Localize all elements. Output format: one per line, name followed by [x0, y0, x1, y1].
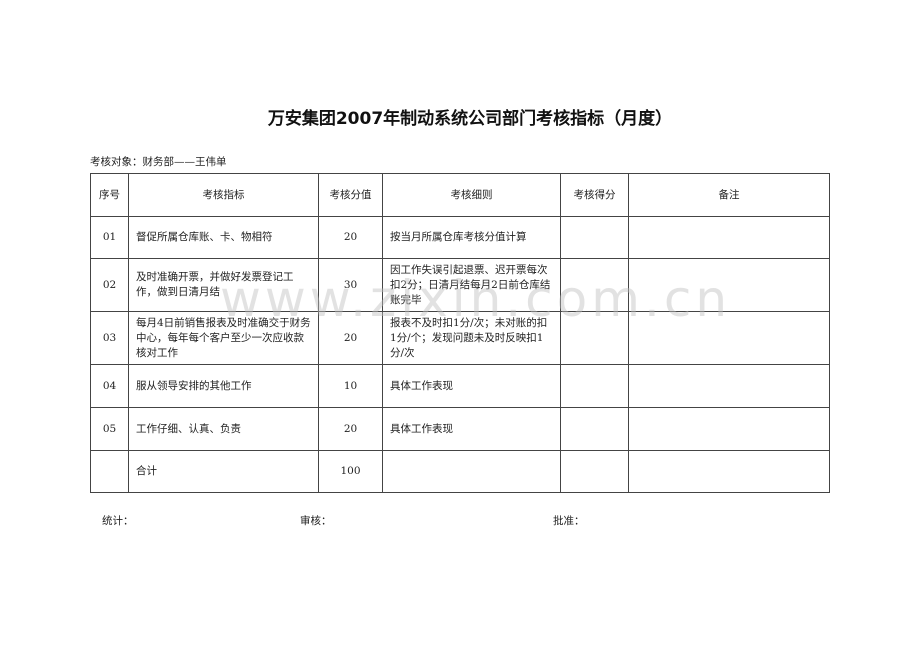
table-row: 03 每月4日前销售报表及时准确交于财务中心，每年每个客户至少一次应收款核对工作 2… — [90, 311, 830, 365]
cell-score: 20 — [318, 311, 383, 365]
cell-indicator: 督促所属仓库账、卡、物相符 — [128, 216, 319, 259]
page-title: 万安集团2007年制动系统公司部门考核指标（月度） — [267, 109, 673, 129]
header-indicator: 考核指标 — [128, 173, 319, 217]
table-row: 合计 100 — [90, 450, 830, 493]
cell-score: 100 — [318, 450, 383, 493]
header-note: 备注 — [628, 173, 830, 217]
cell-got — [560, 258, 629, 312]
header-score: 考核分值 — [318, 173, 383, 217]
table-row: 02 及时准确开票，并做好发票登记工作，做到日清月结 30 因工作失误引起退票、迟开票… — [90, 258, 830, 312]
cell-rule: 按当月所属仓库考核分值计算 — [382, 216, 561, 259]
cell-got — [560, 450, 629, 493]
header-row: 序号 考核指标 考核分值 考核细则 考核得分 备注 — [90, 173, 830, 217]
header-no: 序号 — [90, 173, 129, 217]
cell-no: 04 — [90, 364, 129, 408]
cell-indicator: 工作仔细、认真、负责 — [128, 407, 319, 451]
cell-indicator: 每月4日前销售报表及时准确交于财务中心，每年每个客户至少一次应收款核对工作 — [128, 311, 319, 365]
cell-no: 05 — [90, 407, 129, 451]
cell-note — [628, 407, 830, 451]
cell-note — [628, 364, 830, 408]
cell-no: 02 — [90, 258, 129, 312]
assessment-table: 序号 考核指标 考核分值 考核细则 考核得分 备注 01 督促所属仓库账、卡、物相… — [90, 173, 830, 493]
cell-indicator: 及时准确开票，并做好发票登记工作，做到日清月结 — [128, 258, 319, 312]
cell-got — [560, 407, 629, 451]
cell-no: 03 — [90, 311, 129, 365]
table-row: 04 服从领导安排的其他工作 10 具体工作表现 — [90, 364, 830, 408]
cell-rule: 报表不及时扣1分/次；未对账的扣1分/个；发现问题未及时反映扣1分/次 — [382, 311, 561, 365]
cell-score: 10 — [318, 364, 383, 408]
footer-approve: 批准： — [553, 515, 585, 527]
cell-score: 20 — [318, 407, 383, 451]
footer-review: 审核： — [300, 515, 332, 527]
cell-score: 30 — [318, 258, 383, 312]
cell-rule: 具体工作表现 — [382, 364, 561, 408]
cell-rule: 具体工作表现 — [382, 407, 561, 451]
cell-rule: 因工作失误引起退票、迟开票每次扣2分；日清月结每月2日前仓库结账完毕 — [382, 258, 561, 312]
table-row: 01 督促所属仓库账、卡、物相符 20 按当月所属仓库考核分值计算 — [90, 216, 830, 259]
cell-rule — [382, 450, 561, 493]
cell-no: 01 — [90, 216, 129, 259]
cell-got — [560, 311, 629, 365]
table-row: 05 工作仔细、认真、负责 20 具体工作表现 — [90, 407, 830, 451]
cell-note — [628, 258, 830, 312]
cell-no — [90, 450, 129, 493]
header-got: 考核得分 — [560, 173, 629, 217]
cell-note — [628, 216, 830, 259]
cell-note — [628, 450, 830, 493]
cell-got — [560, 216, 629, 259]
cell-indicator: 合计 — [128, 450, 319, 493]
cell-score: 20 — [318, 216, 383, 259]
assessment-subject: 考核对象：财务部——王伟单 — [90, 156, 227, 168]
footer-stat: 统计： — [102, 515, 134, 527]
cell-note — [628, 311, 830, 365]
cell-got — [560, 364, 629, 408]
cell-indicator: 服从领导安排的其他工作 — [128, 364, 319, 408]
header-rule: 考核细则 — [382, 173, 561, 217]
